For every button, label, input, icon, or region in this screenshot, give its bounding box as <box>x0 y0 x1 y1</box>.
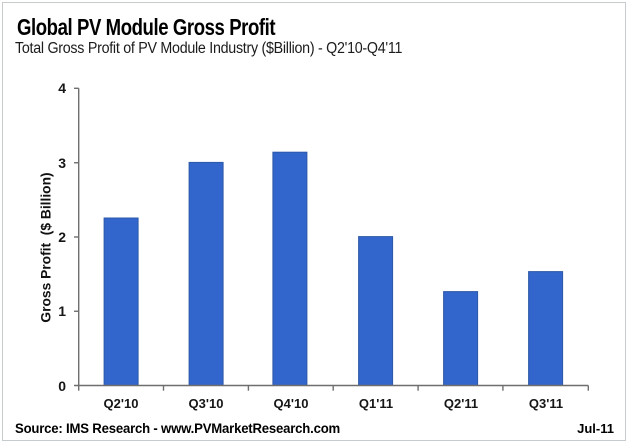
svg-text:Gross Profit ($ Billion): Gross Profit ($ Billion) <box>39 172 54 322</box>
